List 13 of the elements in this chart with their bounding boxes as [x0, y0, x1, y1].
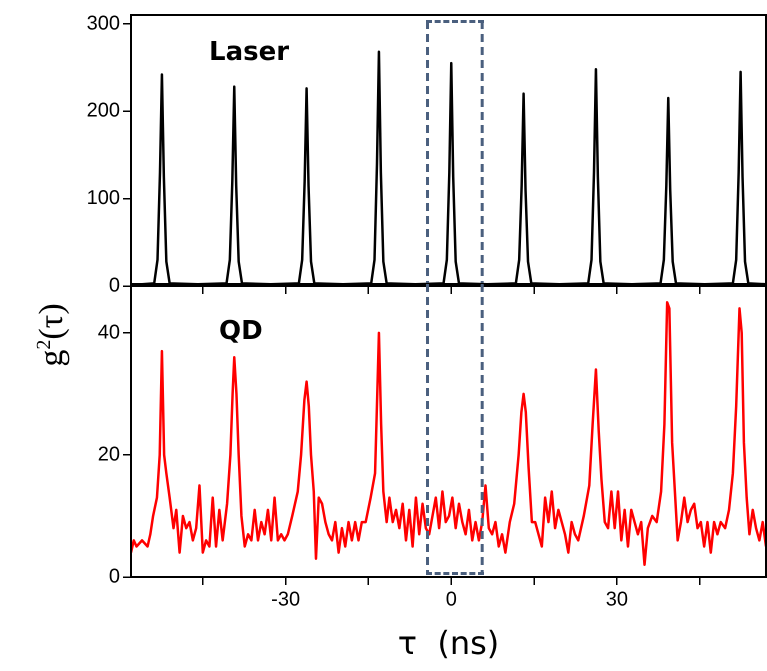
y-tick-label: 0 — [108, 274, 120, 297]
y-tick-label: 20 — [98, 443, 120, 466]
x-tick-label: 30 — [606, 588, 628, 611]
x-axis-title: τ (ns) — [398, 624, 500, 662]
x-tick-label: -30 — [271, 588, 300, 611]
y-tick-label: 0 — [108, 566, 120, 588]
annotation: QD — [219, 316, 263, 346]
y-tick-label: 40 — [98, 321, 120, 344]
annotation: Laser — [209, 36, 290, 67]
y-tick-label: 300 — [86, 12, 120, 34]
x-tick-label: 0 — [446, 588, 457, 611]
y-tick-label: 200 — [86, 100, 120, 122]
y-tick-label: 100 — [86, 187, 120, 210]
